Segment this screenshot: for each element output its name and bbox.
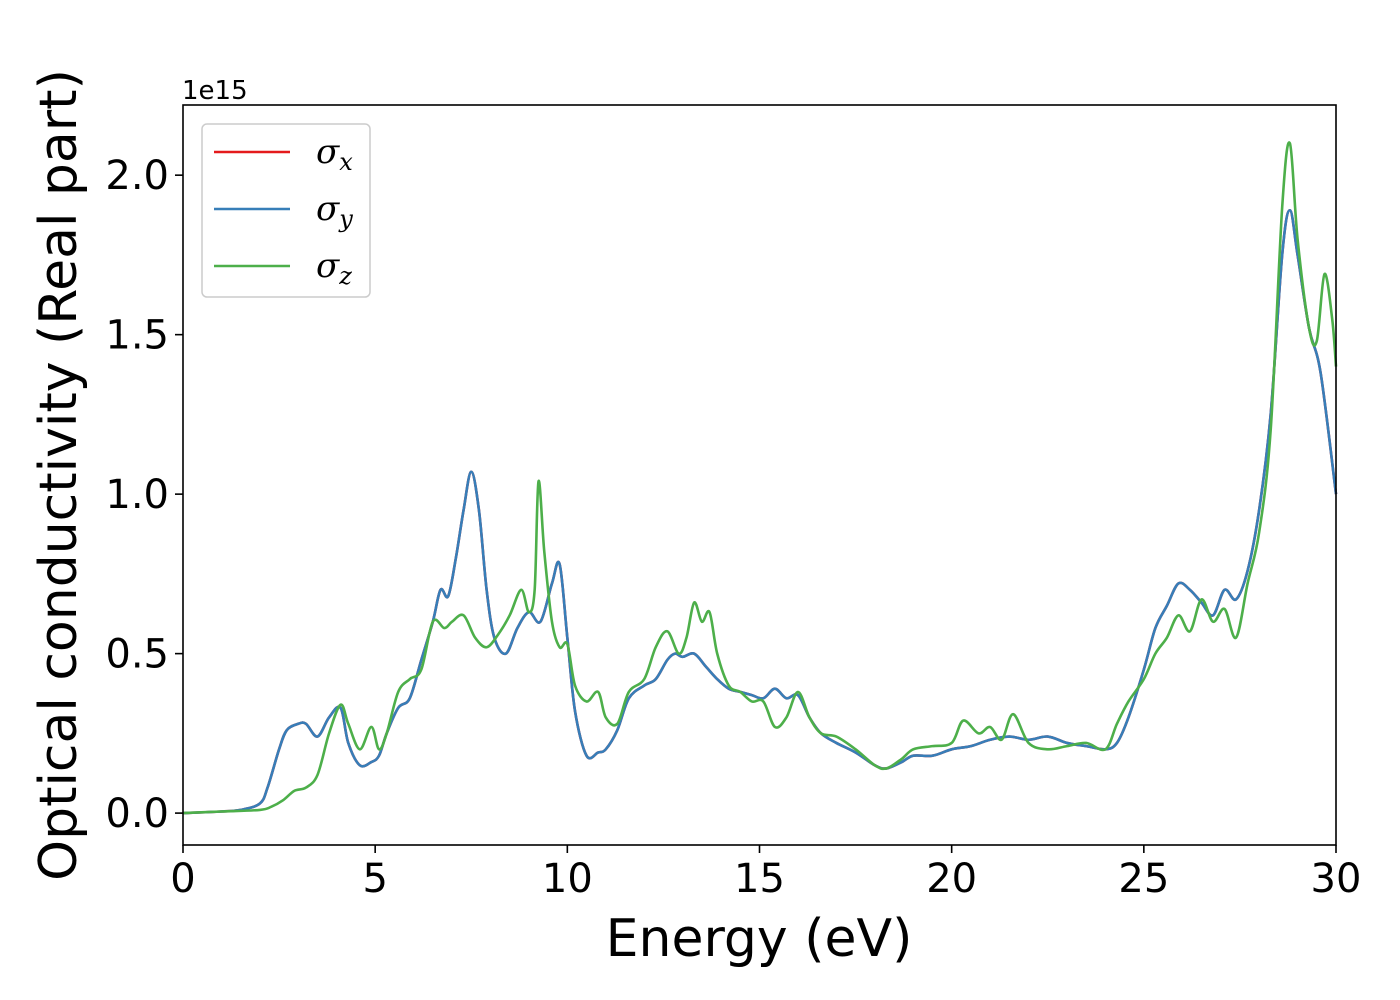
x-tick-label: 25 bbox=[1118, 856, 1169, 902]
legend: σx σy σz bbox=[201, 123, 371, 298]
y-tick-label: 0.5 bbox=[105, 632, 169, 678]
x-tick-label: 15 bbox=[734, 856, 785, 902]
y-axis-ticks: 0.0 0.5 1.0 1.5 2.0 bbox=[105, 153, 183, 837]
legend-label-x: σx bbox=[316, 132, 353, 176]
y-tick-label: 1.5 bbox=[105, 313, 169, 359]
x-tick-label: 0 bbox=[170, 856, 195, 902]
legend-box bbox=[201, 123, 371, 298]
legend-label-z: σz bbox=[316, 246, 352, 290]
x-tick-label: 30 bbox=[1311, 856, 1362, 902]
y-tick-label: 0.0 bbox=[105, 791, 169, 837]
y-tick-label: 1.0 bbox=[105, 472, 169, 518]
plot-lines bbox=[182, 141, 1338, 815]
series-line-z bbox=[182, 141, 1338, 815]
x-tick-label: 5 bbox=[362, 856, 387, 902]
y-axis-title: Optical conductivity (Real part) bbox=[29, 69, 89, 881]
x-tick-label: 10 bbox=[542, 856, 593, 902]
y-tick-label: 2.0 bbox=[105, 153, 169, 199]
y-offset-label: 1e15 bbox=[182, 76, 248, 106]
x-axis-ticks: 0 5 10 15 20 25 30 bbox=[170, 845, 1361, 902]
x-tick-label: 20 bbox=[926, 856, 977, 902]
legend-label-y: σy bbox=[316, 189, 353, 233]
x-axis-title: Energy (eV) bbox=[606, 909, 913, 969]
